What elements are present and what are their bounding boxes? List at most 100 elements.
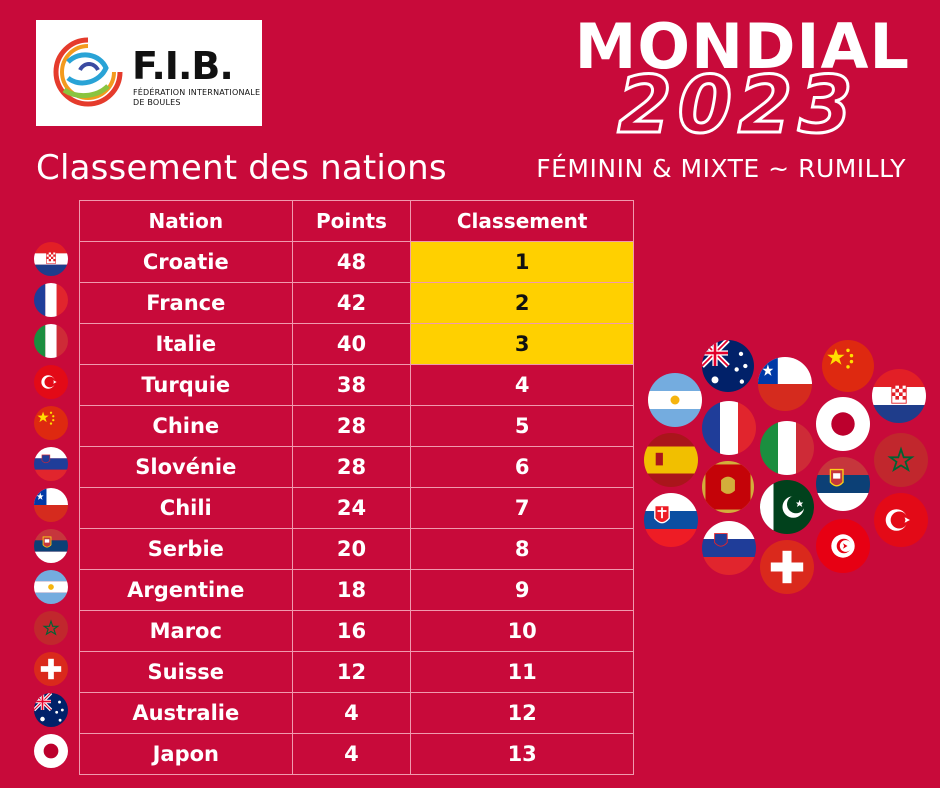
cell-nation: France xyxy=(79,282,293,324)
table-row: Serbie 20 8 xyxy=(79,528,634,570)
slovenia-flag-icon xyxy=(702,521,756,575)
china-flag-icon xyxy=(822,340,874,392)
cell-rank: 1 xyxy=(410,241,634,283)
flag-cluster xyxy=(640,335,940,605)
cell-rank: 8 xyxy=(410,528,634,570)
cell-rank: 12 xyxy=(410,692,634,734)
argentina-flag-icon xyxy=(34,570,68,604)
cell-nation: Chine xyxy=(79,405,293,447)
event-edition: FÉMININ & MIXTE ~ RUMILLY xyxy=(536,154,906,183)
table-row: Italie 40 3 xyxy=(79,323,634,365)
australia-flag-icon xyxy=(702,340,754,392)
table-row: Chili 24 7 xyxy=(79,487,634,529)
pakistan-flag-icon xyxy=(760,480,814,534)
cell-rank: 6 xyxy=(410,446,634,488)
table-row: Argentine 18 9 xyxy=(79,569,634,611)
morocco-flag-icon xyxy=(34,611,68,645)
switzerland-flag-icon xyxy=(760,540,814,594)
table-row: Australie 4 12 xyxy=(79,692,634,734)
morocco-flag-icon xyxy=(874,433,928,487)
cell-rank: 7 xyxy=(410,487,634,529)
cell-points: 16 xyxy=(291,610,412,652)
column-header-rank: Classement xyxy=(410,200,634,242)
cell-rank: 11 xyxy=(410,651,634,693)
ranking-table: Nation Points Classement Croatie 48 1 Franc… xyxy=(79,200,634,775)
table-header-row: Nation Points Classement xyxy=(79,200,634,242)
row-flags-column xyxy=(34,242,68,775)
cell-nation: Serbie xyxy=(79,528,293,570)
cell-nation: Turquie xyxy=(79,364,293,406)
table-row: Japon 4 13 xyxy=(79,733,634,775)
china-flag-icon xyxy=(34,406,68,440)
cell-points: 28 xyxy=(291,405,412,447)
fib-abbreviation: F.I.B. xyxy=(132,44,234,88)
montenegro-flag-icon xyxy=(702,461,754,513)
cell-nation: Slovénie xyxy=(79,446,293,488)
turkey-flag-icon xyxy=(874,493,928,547)
table-row: France 42 2 xyxy=(79,282,634,324)
cell-nation: Croatie xyxy=(79,241,293,283)
table-row: Croatie 48 1 xyxy=(79,241,634,283)
cell-rank: 13 xyxy=(410,733,634,775)
cell-rank: 5 xyxy=(410,405,634,447)
page-title: Classement des nations xyxy=(36,148,447,188)
table-row: Chine 28 5 xyxy=(79,405,634,447)
cell-nation: Suisse xyxy=(79,651,293,693)
croatia-flag-icon xyxy=(872,369,926,423)
event-year: 2023 xyxy=(616,70,858,142)
cell-nation: Australie xyxy=(79,692,293,734)
column-header-points: Points xyxy=(291,200,412,242)
chile-flag-icon xyxy=(758,357,812,411)
cell-points: 18 xyxy=(291,569,412,611)
italy-flag-icon xyxy=(34,324,68,358)
cell-points: 38 xyxy=(291,364,412,406)
chile-flag-icon xyxy=(34,488,68,522)
cell-points: 48 xyxy=(291,241,412,283)
fib-logo-mark-icon xyxy=(53,37,123,107)
cell-rank: 2 xyxy=(410,282,634,324)
fib-logo: F.I.B. FÉDÉRATION INTERNATIONALE DE BOUL… xyxy=(36,20,262,126)
cell-rank: 4 xyxy=(410,364,634,406)
cell-nation: Italie xyxy=(79,323,293,365)
croatia-flag-icon xyxy=(34,242,68,276)
fib-full-name: FÉDÉRATION INTERNATIONALE DE BOULES xyxy=(133,88,260,108)
slovenia-flag-icon xyxy=(34,447,68,481)
france-flag-icon xyxy=(34,283,68,317)
france-flag-icon xyxy=(702,401,756,455)
serbia-flag-icon xyxy=(34,529,68,563)
serbia-flag-icon xyxy=(816,457,870,511)
table-row: Turquie 38 4 xyxy=(79,364,634,406)
cell-points: 20 xyxy=(291,528,412,570)
cell-nation: Chili xyxy=(79,487,293,529)
cell-points: 40 xyxy=(291,323,412,365)
spain-flag-icon xyxy=(644,433,698,487)
fib-name-line1: FÉDÉRATION INTERNATIONALE xyxy=(133,88,261,97)
tunisia-flag-icon xyxy=(816,519,870,573)
japan-flag-icon xyxy=(816,397,870,451)
argentina-flag-icon xyxy=(648,373,702,427)
switzerland-flag-icon xyxy=(34,652,68,686)
fib-name-line2: DE BOULES xyxy=(133,98,181,107)
cell-nation: Japon xyxy=(79,733,293,775)
column-header-nation: Nation xyxy=(79,200,293,242)
cell-nation: Maroc xyxy=(79,610,293,652)
cell-points: 4 xyxy=(291,733,412,775)
table-row: Maroc 16 10 xyxy=(79,610,634,652)
italy-flag-icon xyxy=(760,421,814,475)
cell-points: 28 xyxy=(291,446,412,488)
cell-nation: Argentine xyxy=(79,569,293,611)
turkey-flag-icon xyxy=(34,365,68,399)
table-row: Slovénie 28 6 xyxy=(79,446,634,488)
table-row: Suisse 12 11 xyxy=(79,651,634,693)
cell-points: 4 xyxy=(291,692,412,734)
cell-rank: 10 xyxy=(410,610,634,652)
cell-points: 12 xyxy=(291,651,412,693)
cell-rank: 3 xyxy=(410,323,634,365)
slovakia-flag-icon xyxy=(644,493,698,547)
cell-rank: 9 xyxy=(410,569,634,611)
svg-text:2023: 2023 xyxy=(617,70,858,142)
cell-points: 42 xyxy=(291,282,412,324)
cell-points: 24 xyxy=(291,487,412,529)
event-title: MONDIAL xyxy=(574,10,910,83)
japan-flag-icon xyxy=(34,734,68,768)
